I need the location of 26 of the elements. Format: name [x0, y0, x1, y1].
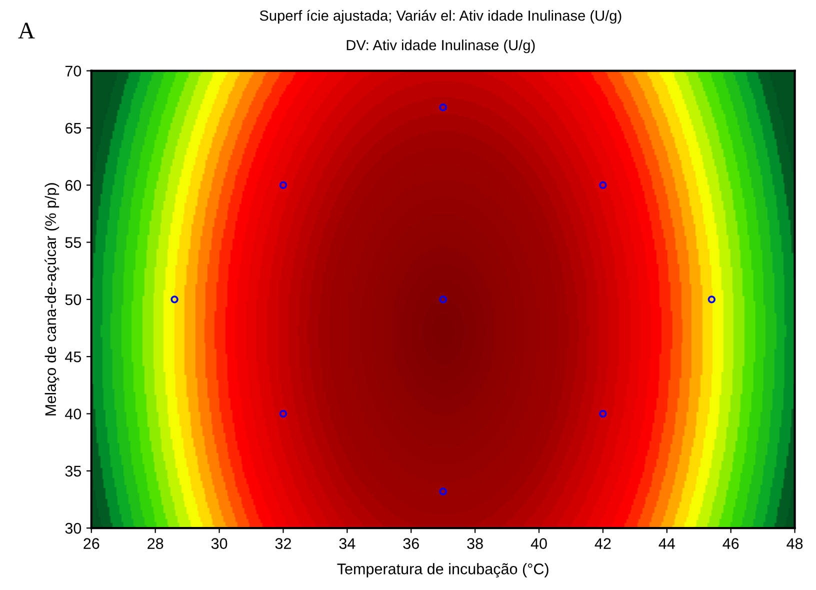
y-axis-title: Melaço de cana-de-açúcar (% p/p) — [44, 183, 60, 416]
text: A — [18, 22, 35, 38]
x-tick-label: 42 — [594, 538, 611, 549]
x-tick-label: 28 — [148, 538, 164, 549]
x-tick-label: 40 — [530, 538, 547, 549]
x-tick-label: 32 — [275, 538, 291, 549]
y-tick-label: 70 — [65, 66, 82, 76]
y-tick-label: 50 — [65, 294, 82, 306]
y-tick-label: 35 — [65, 466, 82, 477]
x-tick-label: 36 — [403, 538, 419, 549]
chart-title: Superf ície ajustada; Variáv el: Ativ idade Inulinase (U/g) — [260, 10, 622, 24]
y-tick-label: 40 — [65, 408, 82, 420]
x-tick-label: 46 — [722, 538, 739, 549]
x-tick-label: 26 — [84, 538, 100, 549]
x-tick-label: 38 — [467, 538, 483, 549]
x-tick-label: 48 — [786, 538, 803, 549]
x-tick-label: 30 — [211, 538, 228, 549]
y-tick-label: 55 — [65, 237, 82, 248]
y-tick-label: 30 — [65, 522, 82, 534]
y-tick-label: 45 — [65, 352, 82, 362]
x-axis-title: Temperatura de incubação (°C) — [337, 563, 548, 578]
x-tick-label: 34 — [339, 538, 356, 549]
chart-subtitle: DV: Ativ idade Inulinase (U/g) — [346, 40, 535, 54]
y-tick-label: 60 — [65, 180, 82, 191]
x-tick-label: 44 — [658, 538, 675, 549]
y-tick-label: 65 — [65, 122, 82, 134]
